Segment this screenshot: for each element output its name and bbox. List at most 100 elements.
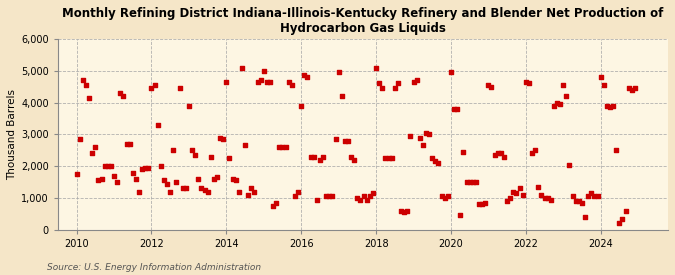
Point <box>524 81 535 86</box>
Point <box>514 186 525 191</box>
Point <box>358 194 369 199</box>
Point <box>96 177 107 181</box>
Point <box>389 86 400 90</box>
Point <box>336 94 347 98</box>
Point <box>551 100 562 105</box>
Point <box>352 196 362 200</box>
Point <box>592 194 603 199</box>
Point <box>608 103 618 108</box>
Point <box>417 143 428 148</box>
Point <box>109 174 119 178</box>
Point <box>137 167 148 172</box>
Point <box>90 145 101 149</box>
Point <box>555 102 566 106</box>
Point <box>442 194 453 199</box>
Point <box>549 103 560 108</box>
Point <box>146 86 157 90</box>
Point <box>105 164 116 168</box>
Point <box>361 197 372 202</box>
Point <box>486 84 497 89</box>
Point <box>474 202 485 207</box>
Point <box>605 105 616 109</box>
Point <box>71 172 82 176</box>
Point <box>396 208 406 213</box>
Point <box>502 199 512 203</box>
Point <box>583 194 593 199</box>
Point <box>545 197 556 202</box>
Point <box>268 204 279 208</box>
Point <box>536 192 547 197</box>
Point <box>511 191 522 196</box>
Y-axis label: Thousand Barrels: Thousand Barrels <box>7 89 17 180</box>
Point <box>215 135 225 140</box>
Point <box>427 156 437 160</box>
Point <box>542 196 553 200</box>
Point <box>430 159 441 164</box>
Point <box>589 194 600 199</box>
Point <box>128 170 138 175</box>
Point <box>630 86 641 90</box>
Point <box>199 188 210 192</box>
Point <box>508 189 519 194</box>
Point <box>80 83 91 87</box>
Point <box>234 189 244 194</box>
Point <box>293 189 304 194</box>
Point <box>383 156 394 160</box>
Point <box>446 70 456 75</box>
Point <box>520 80 531 84</box>
Point <box>243 192 254 197</box>
Point <box>311 197 322 202</box>
Point <box>286 83 297 87</box>
Point <box>246 186 256 191</box>
Point <box>580 215 591 219</box>
Point <box>93 178 104 183</box>
Point <box>598 83 609 87</box>
Point <box>112 180 123 184</box>
Point <box>470 180 481 184</box>
Point <box>570 199 581 203</box>
Point <box>271 200 281 205</box>
Point <box>477 202 487 207</box>
Point <box>280 145 291 149</box>
Point <box>274 145 285 149</box>
Point <box>561 94 572 98</box>
Point <box>539 196 550 200</box>
Point <box>617 216 628 221</box>
Point <box>623 86 634 90</box>
Point <box>124 142 135 146</box>
Point <box>480 200 491 205</box>
Point <box>87 151 98 156</box>
Point <box>595 75 606 79</box>
Point <box>492 151 503 156</box>
Point <box>74 137 85 141</box>
Point <box>149 83 160 87</box>
Point <box>130 177 141 181</box>
Point <box>284 80 294 84</box>
Point <box>196 186 207 191</box>
Point <box>495 151 506 156</box>
Title: Monthly Refining District Indiana-Illinois-Kentucky Refinery and Blender Net Pro: Monthly Refining District Indiana-Illino… <box>62 7 664 35</box>
Point <box>574 199 585 203</box>
Point <box>324 194 335 199</box>
Point <box>461 180 472 184</box>
Point <box>221 80 232 84</box>
Point <box>533 185 543 189</box>
Point <box>103 164 113 168</box>
Point <box>255 78 266 82</box>
Point <box>408 80 419 84</box>
Point <box>517 192 528 197</box>
Point <box>467 180 478 184</box>
Point <box>296 103 306 108</box>
Point <box>209 177 219 181</box>
Point <box>414 135 425 140</box>
Point <box>392 81 403 86</box>
Point <box>405 134 416 138</box>
Point <box>439 196 450 200</box>
Point <box>211 175 222 180</box>
Point <box>489 153 500 157</box>
Point <box>424 132 435 136</box>
Point <box>355 197 366 202</box>
Point <box>153 123 163 127</box>
Point <box>230 178 241 183</box>
Point <box>564 162 575 167</box>
